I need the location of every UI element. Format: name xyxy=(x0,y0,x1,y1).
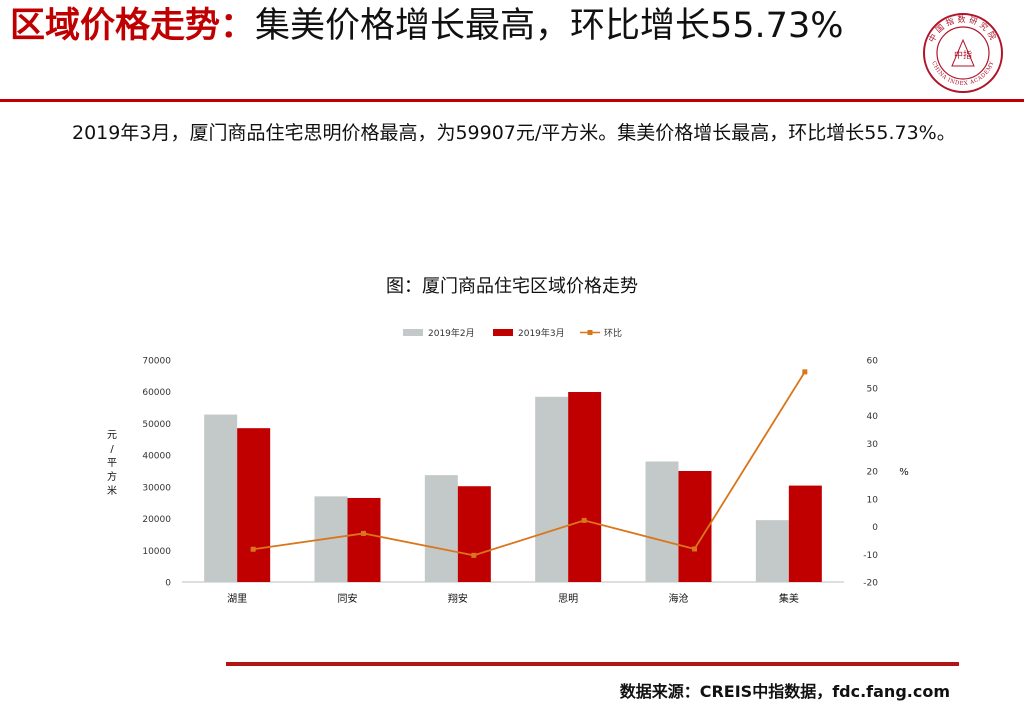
x-tick-label: 湖里 xyxy=(227,593,247,605)
legend-label: 环比 xyxy=(604,327,622,339)
data-source: 数据来源：CREIS中指数据，fdc.fang.com xyxy=(619,682,950,701)
bar-2019-03 xyxy=(347,497,381,582)
title-underline xyxy=(0,99,1024,102)
bar-2019-02 xyxy=(204,414,238,582)
logo-icon: 中国指数研究院 CHINA INDEX ACADEMY 中指 xyxy=(923,13,1003,93)
slide-title: 区域价格走势：集美价格增长最高，环比增长55.73% xyxy=(10,2,900,50)
bar-2019-02 xyxy=(535,396,569,582)
y-tick-label-right: 60 xyxy=(867,357,879,367)
y-tick-label-right: 30 xyxy=(867,440,879,450)
y-tick-label-right: 20 xyxy=(867,468,879,478)
x-tick-label: 翔安 xyxy=(448,592,468,605)
y-tick-label-left: 70000 xyxy=(142,357,171,367)
y-tick-label-right: 0 xyxy=(872,523,878,533)
mom-change-point xyxy=(692,546,697,552)
y-tick-label-right: 10 xyxy=(867,495,879,505)
slide-title-highlight: 区域价格走势： xyxy=(10,6,256,46)
slide-title-rest: 集美价格增长最高，环比增长55.73% xyxy=(255,6,844,46)
bar-2019-03 xyxy=(237,428,271,582)
bar-2019-03 xyxy=(678,471,712,582)
bar-2019-02 xyxy=(424,475,458,582)
bar-2019-02 xyxy=(645,461,679,582)
logo-center-text: 中指 xyxy=(954,49,972,61)
y-tick-label-right: -20 xyxy=(863,579,878,589)
bar-2019-03 xyxy=(457,486,491,582)
x-tick-label: 思明 xyxy=(558,593,578,605)
legend-swatch xyxy=(403,329,423,336)
y-tick-label-left: 60000 xyxy=(142,388,171,398)
mom-change-point xyxy=(802,369,808,375)
footer-divider xyxy=(226,662,959,666)
y-tick-label-left: 50000 xyxy=(142,420,171,430)
y-axis-label-right: % xyxy=(899,467,909,478)
chart-title: 图：厦门商品住宅区域价格走势 xyxy=(386,276,638,297)
price-trend-chart: 0 10000 20000 30000 40000 50000 60000 70000 -20 -… xyxy=(107,327,909,605)
mom-change-point xyxy=(250,546,256,552)
y-tick-label-right: 50 xyxy=(867,384,879,394)
x-tick-label: 同安 xyxy=(338,592,358,605)
legend-swatch xyxy=(493,329,513,336)
y-tick-label-left: 30000 xyxy=(142,483,171,493)
mom-change-line xyxy=(253,371,806,557)
x-tick-label: 海沧 xyxy=(669,592,689,605)
y-tick-label-left: 40000 xyxy=(142,452,171,462)
bar-2019-02 xyxy=(755,520,789,582)
y-axis-label-left: 元/平方米 xyxy=(107,430,117,497)
y-tick-label-right: 40 xyxy=(867,412,879,422)
summary-text: 2019年3月，厦门商品住宅思明价格最高，为59907元/平方米。集美价格增长最… xyxy=(72,122,956,144)
legend-label: 2019年2月 xyxy=(428,327,475,339)
y-tick-label-left: 20000 xyxy=(142,515,171,525)
legend-line-marker xyxy=(587,330,593,335)
y-tick-label-right: -10 xyxy=(863,551,878,561)
legend-label: 2019年3月 xyxy=(518,327,565,339)
mom-change-point xyxy=(471,552,477,558)
bar-2019-03 xyxy=(788,485,822,582)
bar-2019-03 xyxy=(568,392,602,582)
x-tick-label: 集美 xyxy=(779,592,799,605)
mom-change-point xyxy=(581,517,587,523)
y-tick-label-left: 0 xyxy=(165,579,171,589)
mom-change-point xyxy=(361,530,366,536)
y-tick-label-left: 10000 xyxy=(142,547,171,557)
